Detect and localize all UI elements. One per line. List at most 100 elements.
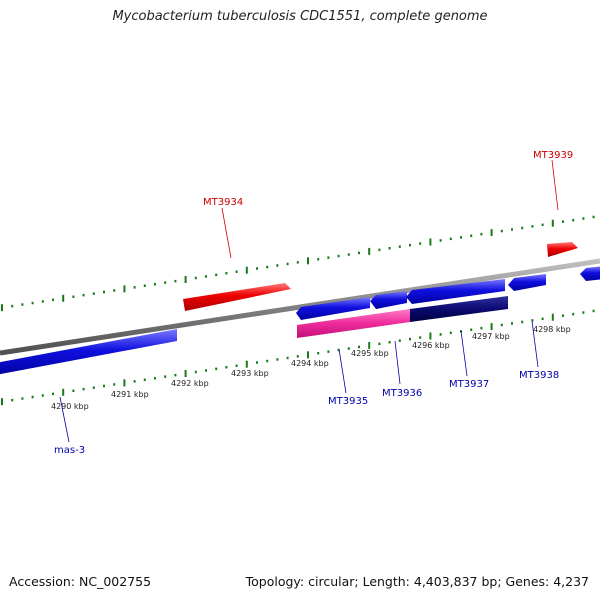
gene-MT3937[interactable] [406,279,505,304]
upper-minor-tick [317,258,320,261]
lower-minor-tick [388,341,391,344]
lower-major-tick [62,388,65,396]
lower-major-tick [184,370,187,377]
upper-major-tick [490,229,493,237]
gene-MT3938[interactable] [508,274,546,291]
lower-minor-tick [337,348,340,352]
label-MT3934[interactable]: MT3934 [203,197,243,208]
lower-minor-tick [409,337,411,341]
lower-minor-tick [592,309,595,313]
gene-arrow-MT3935[interactable] [296,297,370,320]
gene-MT3935[interactable] [296,297,370,320]
upper-minor-tick [358,251,360,255]
scale-label-4294: 4294 kbp [291,359,329,368]
lower-minor-tick [327,350,330,353]
upper-minor-tick [521,226,524,230]
feature-pink-segment[interactable] [297,309,410,338]
upper-minor-tick [194,276,197,280]
lower-minor-tick [52,392,54,396]
label-MT3937[interactable]: MT3937 [449,379,489,390]
upper-major-tick [184,276,187,283]
gene-arrow-MT3939[interactable] [547,242,578,257]
upper-minor-tick [11,304,14,308]
summary-text: Topology: circular; Length: 4,403,837 bp… [245,574,589,589]
lower-minor-tick [562,314,564,317]
label-mas-3[interactable]: mas-3 [54,445,85,456]
leader-MT3938 [531,320,539,368]
upper-minor-tick [113,289,116,292]
lower-major-tick [368,341,371,349]
lower-minor-tick [378,342,381,346]
lower-minor-tick [582,311,585,314]
lower-minor-tick [143,378,146,381]
gene-mas-3[interactable] [0,329,177,376]
lower-minor-tick [358,345,360,349]
gene-arrow-MT3934[interactable] [183,283,291,311]
lower-major-tick [245,360,248,368]
upper-major-tick [551,219,554,227]
lower-minor-tick [541,317,544,321]
upper-minor-tick [388,247,391,250]
lower-minor-tick [449,331,452,335]
lower-minor-tick [296,355,299,358]
upper-major-tick [429,238,432,246]
gene-arrow-mas-3[interactable] [0,329,177,376]
upper-minor-tick [439,239,442,242]
upper-major-tick [368,247,371,255]
label-MT3938[interactable]: MT3938 [519,370,559,381]
lower-minor-tick [286,356,289,360]
upper-minor-tick [82,293,85,297]
scale-label-4290: 4290 kbp [51,402,89,411]
upper-minor-tick [592,215,595,219]
gene-MT3936[interactable] [370,291,407,309]
upper-minor-tick [449,237,452,241]
gene-arrow-partial-right[interactable] [580,266,600,281]
label-MT3939[interactable]: MT3939 [533,150,573,161]
upper-minor-tick [235,270,238,273]
gene-arrow-MT3936[interactable] [370,291,407,309]
upper-minor-tick [256,267,258,270]
lower-minor-tick [113,383,116,386]
gene-partial-right[interactable] [580,266,600,281]
leader-MT3939 [551,159,559,211]
upper-minor-tick [460,236,462,239]
upper-minor-tick [582,217,585,220]
lower-minor-tick [398,339,401,342]
lower-major-tick [1,398,3,406]
upper-minor-tick [31,301,34,305]
scale-label-4292: 4292 kbp [171,379,209,388]
upper-minor-tick [52,298,54,302]
gene-arrow-MT3937[interactable] [406,279,505,304]
lower-minor-tick [572,312,575,316]
upper-minor-tick [541,223,544,227]
lower-minor-tick [11,398,14,402]
lower-minor-tick [92,386,95,389]
lower-major-tick [490,323,493,331]
gene-labels: mas-3 MT3934 MT3935 MT3936 MT3937 MT3938… [54,150,573,456]
upper-minor-tick [72,295,75,298]
feature-navy-segment[interactable] [410,296,508,322]
upper-minor-tick [154,283,156,286]
gene-MT3939[interactable] [547,242,578,257]
lower-minor-tick [276,358,279,361]
upper-minor-tick [103,290,105,294]
lower-minor-tick [225,366,228,369]
upper-minor-tick [266,265,269,269]
lower-minor-tick [511,322,513,325]
gene-arrow-MT3938[interactable] [508,274,546,291]
upper-major-tick [1,304,3,312]
lower-minor-tick [480,326,483,330]
lower-major-tick [123,379,126,387]
upper-minor-tick [531,225,534,228]
label-MT3936[interactable]: MT3936 [382,388,422,399]
upper-minor-tick [21,303,24,306]
upper-minor-tick [480,232,483,236]
lower-minor-tick [470,328,473,331]
upper-major-tick [245,266,248,274]
lower-minor-tick [174,373,177,377]
lower-minor-tick [205,369,207,372]
gene-MT3934[interactable] [183,283,291,311]
lower-minor-tick [31,395,34,399]
lower-minor-tick [521,320,524,324]
label-MT3935[interactable]: MT3935 [328,396,368,407]
